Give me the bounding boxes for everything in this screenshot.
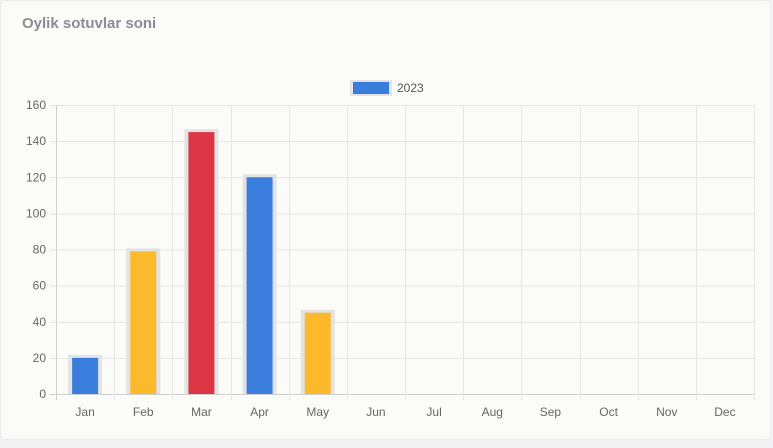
x-tick-label: Oct — [599, 405, 618, 419]
x-tick-label: Feb — [133, 405, 154, 419]
x-tick-label: Jun — [366, 405, 385, 419]
y-tick-label: 60 — [33, 279, 47, 293]
bar-may[interactable] — [304, 312, 331, 394]
tick-labels: 0 20 40 60 80 100 120 140 160 Jan Feb Mar Apr May Jun J… — [26, 98, 736, 419]
chart-card: Oylik sotuvlar soni 2023 0 20 40 60 80 100 120… — [0, 0, 771, 440]
y-tick-label: 120 — [26, 170, 46, 184]
x-tick-label: Mar — [191, 405, 212, 419]
bar-chart: 2023 0 20 40 60 80 100 120 140 160 Jan Feb Mar Apr Ma… — [26, 80, 755, 419]
x-tick-label: Jan — [75, 405, 94, 419]
y-tick-label: 80 — [33, 243, 47, 257]
bar-jan[interactable] — [72, 357, 99, 394]
x-tick-label: Sep — [540, 405, 562, 419]
y-tick-label: 0 — [39, 387, 46, 401]
x-tick-label: Jul — [426, 405, 441, 419]
x-tick-label: Apr — [250, 405, 269, 419]
y-tick-label: 20 — [33, 351, 47, 365]
y-tick-label: 140 — [26, 134, 46, 148]
bar-apr[interactable] — [246, 177, 273, 394]
bar-mar[interactable] — [188, 132, 215, 394]
bar-feb[interactable] — [130, 251, 157, 394]
x-tick-label: May — [306, 405, 329, 419]
y-tick-label: 100 — [26, 206, 46, 220]
bars — [68, 129, 335, 394]
x-tick-label: Dec — [714, 405, 735, 419]
x-tick-label: Aug — [482, 405, 503, 419]
legend-label-2023[interactable]: 2023 — [397, 81, 424, 95]
grid — [50, 105, 755, 400]
x-tick-label: Nov — [656, 405, 677, 419]
legend[interactable]: 2023 — [350, 80, 424, 96]
y-tick-label: 160 — [26, 98, 46, 112]
y-tick-label: 40 — [33, 315, 47, 329]
legend-swatch-fill[interactable] — [353, 82, 389, 94]
card-title: Oylik sotuvlar soni — [22, 15, 157, 32]
